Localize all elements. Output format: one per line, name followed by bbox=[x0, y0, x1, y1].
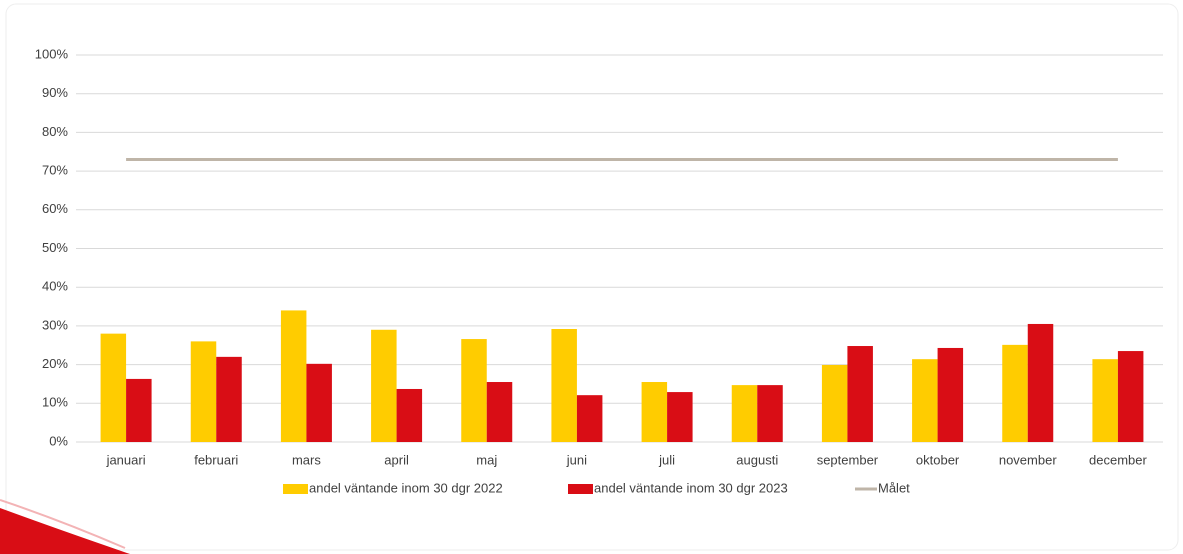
bar bbox=[486, 382, 513, 442]
bar bbox=[1092, 359, 1118, 442]
legend-swatch bbox=[568, 484, 593, 494]
y-tick-label: 80% bbox=[42, 124, 68, 139]
bar bbox=[126, 378, 152, 442]
bar bbox=[371, 329, 397, 442]
x-tick-label: juni bbox=[566, 452, 587, 467]
bar bbox=[396, 388, 423, 442]
bar bbox=[1117, 351, 1144, 442]
x-tick-label: januari bbox=[106, 452, 146, 467]
bar bbox=[306, 363, 332, 442]
y-tick-label: 10% bbox=[42, 395, 68, 410]
legend-swatch bbox=[283, 484, 308, 494]
y-tick-label: 20% bbox=[42, 356, 68, 371]
bar bbox=[1027, 323, 1054, 442]
bar bbox=[667, 392, 693, 442]
legend-label: andel väntande inom 30 dgr 2022 bbox=[309, 480, 503, 495]
bar bbox=[1002, 344, 1028, 442]
y-tick-label: 90% bbox=[42, 85, 68, 100]
bar bbox=[216, 356, 242, 442]
y-tick-label: 50% bbox=[42, 240, 68, 255]
decoration bbox=[0, 499, 126, 549]
bar bbox=[461, 339, 487, 442]
bar bbox=[190, 341, 217, 442]
bar bbox=[847, 346, 873, 442]
bar bbox=[821, 364, 848, 442]
bar bbox=[551, 328, 577, 442]
legend-label: andel väntande inom 30 dgr 2023 bbox=[594, 480, 788, 495]
y-tick-label: 70% bbox=[42, 163, 68, 178]
bar bbox=[641, 382, 668, 442]
y-tick-label: 40% bbox=[42, 279, 68, 294]
y-tick-label: 30% bbox=[42, 317, 68, 332]
frame bbox=[5, 3, 1179, 551]
x-tick-label: maj bbox=[476, 452, 497, 467]
y-tick-label: 100% bbox=[35, 46, 69, 61]
bar bbox=[280, 310, 307, 442]
bar bbox=[937, 347, 964, 442]
y-tick-label: 0% bbox=[49, 433, 68, 448]
x-tick-label: augusti bbox=[736, 452, 778, 467]
x-tick-label: april bbox=[384, 452, 409, 467]
legend-label: Målet bbox=[878, 480, 910, 495]
x-tick-label: februari bbox=[194, 452, 238, 467]
bar bbox=[731, 385, 758, 442]
x-tick-label: november bbox=[999, 452, 1057, 467]
bar bbox=[576, 395, 603, 442]
decoration bbox=[0, 508, 130, 554]
x-tick-label: juli bbox=[658, 452, 675, 467]
bar bbox=[757, 385, 783, 442]
x-tick-label: mars bbox=[292, 452, 321, 467]
y-tick-label: 60% bbox=[42, 201, 68, 216]
x-tick-label: september bbox=[817, 452, 879, 467]
x-tick-label: december bbox=[1089, 452, 1147, 467]
bar bbox=[912, 359, 938, 442]
bar bbox=[100, 333, 127, 442]
x-tick-label: oktober bbox=[916, 452, 960, 467]
